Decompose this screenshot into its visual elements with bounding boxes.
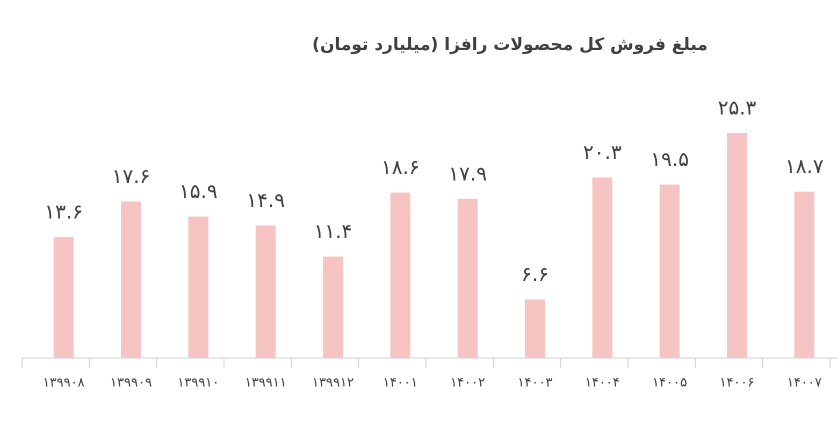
value-label: ۱۹.۵ [650,147,689,171]
x-tick-label: ۱۳۹۹۰۸ [43,376,85,391]
value-label: ۱۱.۴ [314,219,353,243]
bar [255,225,276,358]
bar [592,177,613,358]
bar [53,237,74,358]
x-tick-label: ۱۴۰۰۷ [787,376,822,391]
x-tick-label: ۱۴۰۰۶ [720,376,755,391]
x-tick-label: ۱۴۰۰۵ [652,376,687,391]
x-tick-label: ۱۳۹۹۰۹ [110,376,152,391]
value-label: ۶.۶ [521,262,549,286]
x-tick-label: ۱۴۰۰۲ [450,376,485,391]
value-label: ۲۵.۳ [718,96,757,120]
value-label: ۱۸.۶ [381,155,420,179]
value-label: ۱۸.۷ [785,154,824,178]
value-label: ۱۵.۹ [179,179,218,203]
bar [659,184,680,358]
value-label: ۱۴.۹ [246,188,285,212]
x-tick-label: ۱۳۹۹۱۲ [312,376,354,391]
bar [794,191,815,358]
x-tick-label: ۱۳۹۹۱۱ [245,376,287,391]
x-tick-label: ۱۴۰۰۳ [518,376,553,391]
bar [188,216,209,358]
bar [390,192,411,358]
chart-title: مبلغ فروش کل محصولات رافزا (میلیارد توما… [312,35,708,55]
x-tick-label: ۱۴۰۰۱ [383,376,418,391]
value-label: ۲۰.۳ [583,140,622,164]
bar [121,201,141,358]
value-label: ۱۳.۶ [44,200,83,224]
bar [323,256,343,358]
bar [525,299,545,358]
value-label: ۱۷.۹ [448,161,487,185]
bar [727,133,747,358]
x-tick-label: ۱۳۹۹۱۰ [177,376,219,391]
value-label: ۱۷.۶ [112,164,151,188]
x-tick-label: ۱۴۰۰۴ [585,376,620,391]
bar [457,198,478,358]
